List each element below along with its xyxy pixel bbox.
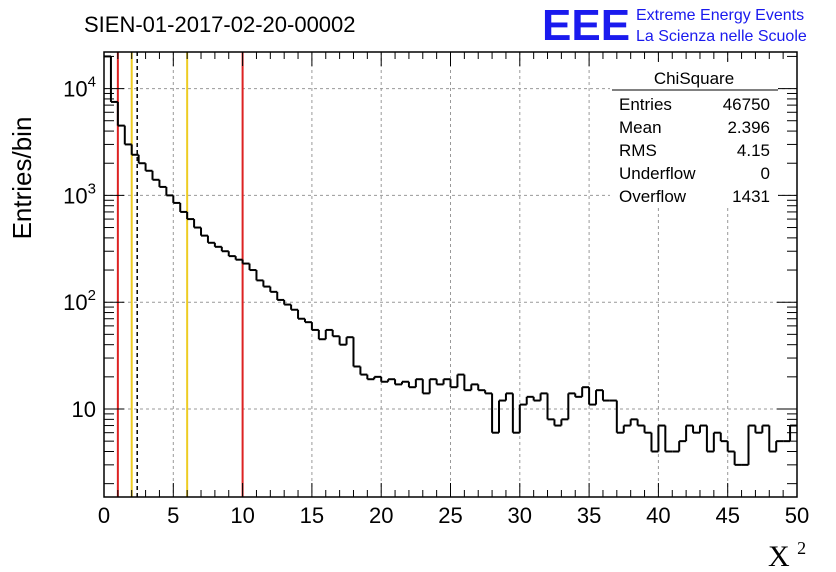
logo-line-2: La Scienza nelle Scuole	[636, 28, 807, 45]
x-tick-label-2: 10	[230, 503, 254, 528]
y-tick-label-base-2: 10	[63, 183, 87, 208]
x-tick-label-9: 45	[715, 503, 739, 528]
y-tick-label-base-0: 10	[72, 397, 96, 422]
logo-big-text: EEE	[542, 1, 630, 50]
stats-box-frame	[610, 62, 778, 205]
x-tick-label-8: 40	[646, 503, 670, 528]
x-axis-title-base: X	[768, 540, 790, 572]
x-tick-label-6: 30	[508, 503, 532, 528]
x-tick-label-5: 25	[438, 503, 462, 528]
stats-value-underflow: 0	[761, 164, 770, 183]
tick-marks	[103, 52, 798, 497]
x-tick-label-7: 35	[577, 503, 601, 528]
y-tick-label-exp-3: 4	[88, 74, 96, 91]
stats-value-mean: 2.396	[727, 118, 770, 137]
stats-label-underflow: Underflow	[619, 164, 696, 183]
eee-logo: EEE Extreme Energy Events La Scienza nel…	[542, 1, 807, 50]
stats-title: ChiSquare	[654, 69, 734, 88]
y-tick-label-base-3: 10	[63, 77, 87, 102]
y-tick-label-exp-2: 3	[88, 180, 96, 197]
x-tick-label-0: 0	[98, 503, 110, 528]
x-tick-label-4: 20	[369, 503, 393, 528]
x-tick-label-3: 15	[300, 503, 324, 528]
logo-line-1: Extreme Energy Events	[636, 7, 804, 24]
x-axis-title: X 2	[768, 538, 806, 572]
y-tick-label-2: 103	[63, 180, 96, 208]
y-tick-label-3: 104	[63, 74, 96, 102]
chart-title: SIEN-01-2017-02-20-00002	[84, 12, 356, 37]
stats-value-rms: 4.15	[737, 141, 770, 160]
stats-label-overflow: Overflow	[619, 187, 687, 206]
stats-value-entries: 46750	[723, 95, 770, 114]
y-tick-label-0: 10	[72, 397, 96, 422]
x-tick-label-1: 5	[167, 503, 179, 528]
stats-label-entries: Entries	[619, 95, 672, 114]
x-axis-title-exp: 2	[797, 538, 806, 558]
marker-lines	[116, 52, 244, 497]
y-tick-label-exp-1: 2	[88, 287, 96, 304]
histogram-bins	[104, 55, 797, 466]
stats-rows: Entries 46750 Mean 2.396 RMS 4.15 Underflow 0 Ov…	[619, 95, 770, 206]
stats-box: ChiSquare Entries 46750 Mean 2.396 RMS 4.15 Un…	[610, 62, 778, 206]
stats-value-overflow: 1431	[732, 187, 770, 206]
y-axis-title: Entries/bin	[7, 117, 37, 240]
x-tick-label-10: 50	[785, 503, 809, 528]
stats-label-mean: Mean	[619, 118, 662, 137]
x-tick-labels: 0 5 10 15 20 25 30 35 40 45 50	[98, 503, 809, 528]
y-tick-label-1: 102	[63, 287, 96, 315]
stats-label-rms: RMS	[619, 141, 657, 160]
y-tick-label-base-1: 10	[63, 290, 87, 315]
